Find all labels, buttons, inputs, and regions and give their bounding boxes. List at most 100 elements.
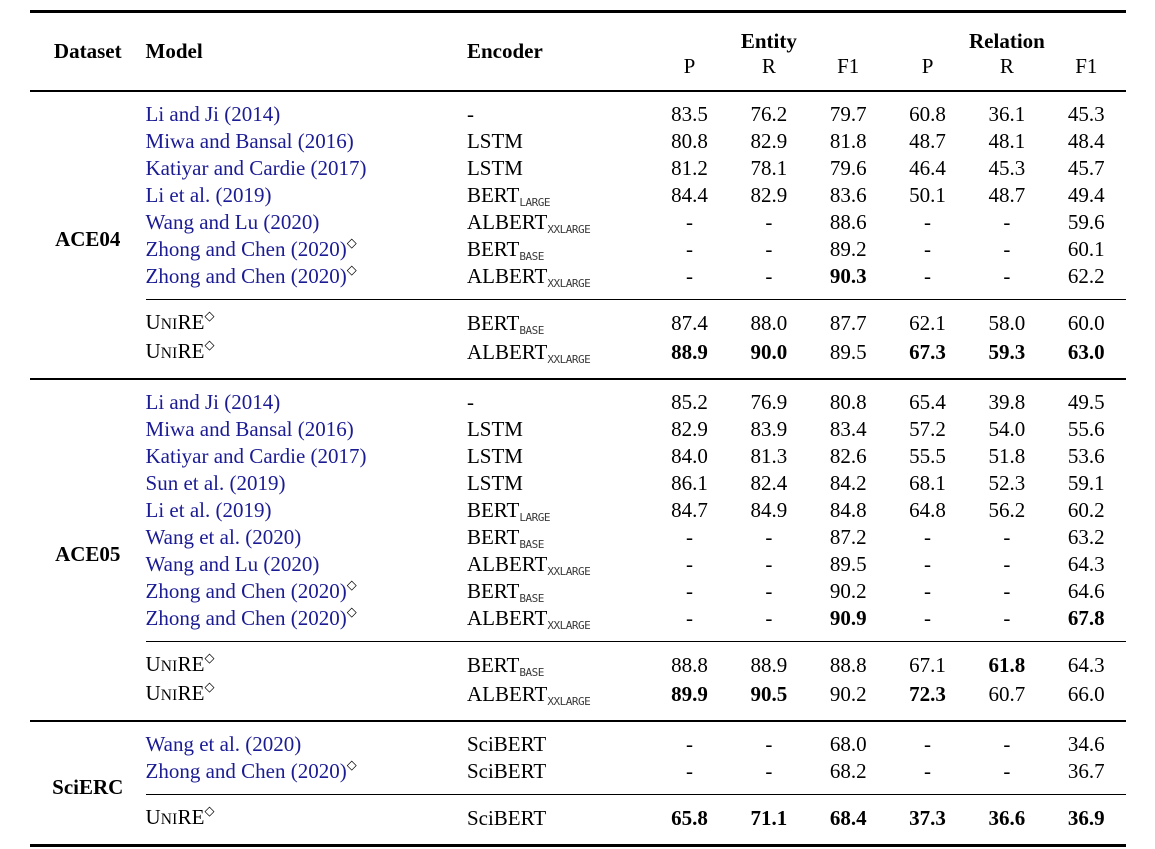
model-citation-link[interactable]: Katiyar and Cardie (2017) xyxy=(145,156,367,180)
metric-value: 60.0 xyxy=(1046,299,1126,338)
metric-value: 81.8 xyxy=(829,129,867,153)
metric-value: 59.1 xyxy=(1067,471,1105,495)
metric-value: - xyxy=(685,525,693,549)
metric-value: 61.8 xyxy=(967,641,1047,680)
dataset-label: SciERC xyxy=(52,775,124,799)
metric-value: 90.5 xyxy=(750,682,788,706)
column-header-relation-f1: F1 xyxy=(1075,54,1098,78)
model-name-part: NI xyxy=(160,811,178,828)
diamond-marker-icon: ◇ xyxy=(346,604,357,619)
metric-value: 84.9 xyxy=(750,498,788,522)
encoder-cell: BERTLARGE xyxy=(467,497,650,524)
metric-value: - xyxy=(1003,264,1011,288)
metric-value: - xyxy=(1003,552,1011,576)
model-citation-link[interactable]: Katiyar and Cardie (2017) xyxy=(145,444,367,468)
encoder-cell: SciBERT xyxy=(466,794,650,846)
encoder-name: BERT xyxy=(466,237,520,261)
metric-value: 65.8 xyxy=(649,794,730,846)
metric-value: - xyxy=(765,732,773,756)
metric-value: 68.2 xyxy=(829,759,867,783)
model-cell: UNIRE◇ xyxy=(146,338,467,379)
metric-value: 53.6 xyxy=(1067,444,1105,468)
encoder-size-subscript: XXLARGE xyxy=(547,223,591,236)
model-citation-link[interactable]: Li et al. (2019) xyxy=(145,183,272,207)
metric-value: 59.3 xyxy=(988,340,1026,364)
metric-value: 82.9 xyxy=(671,417,708,441)
table-row: Wang and Lu (2020) ALBERTXXLARGE - - 89.5 - - 6… xyxy=(30,551,1126,578)
metric-value: 68.0 xyxy=(829,732,867,756)
model-cell: Zhong and Chen (2020)◇ xyxy=(146,578,467,605)
diamond-marker-icon: ◇ xyxy=(346,757,357,772)
metric-value: 68.4 xyxy=(808,794,888,846)
metric-value: 90.3 xyxy=(829,264,867,288)
metric-value: - xyxy=(765,579,773,603)
metric-value: - xyxy=(924,606,932,630)
encoder-cell: LSTM xyxy=(467,443,650,470)
metric-value: 80.8 xyxy=(829,390,867,414)
metric-value: 48.4 xyxy=(1067,129,1105,153)
model-name-part: U xyxy=(145,339,161,363)
column-header-relation-r: R xyxy=(999,54,1014,78)
dataset-label: ACE04 xyxy=(55,227,121,251)
table-row: Zhong and Chen (2020)◇ BERTBASE - -90.2- -64… xyxy=(30,578,1126,605)
model-citation-link[interactable]: Wang and Lu (2020) xyxy=(145,552,320,576)
diamond-marker-icon: ◇ xyxy=(346,262,357,277)
model-citation-link[interactable]: Zhong and Chen (2020) xyxy=(145,264,347,288)
model-citation-link[interactable]: Wang et al. (2020) xyxy=(145,732,302,756)
header-row-metrics: P R F1 P R F1 xyxy=(30,54,1126,91)
metric-value: 68.1 xyxy=(909,471,946,495)
column-header-relation-p: P xyxy=(921,54,934,78)
metric-value: 67.1 xyxy=(887,641,968,680)
table-row: SciERC Wang et al. (2020) SciBERT - - 68.0 - - 3… xyxy=(30,721,1126,799)
encoder-name: SciBERT xyxy=(466,759,547,783)
metric-value: 54.0 xyxy=(988,417,1026,441)
metric-value: 84.2 xyxy=(829,471,867,495)
encoder-name: ALBERT xyxy=(466,340,548,364)
model-citation-link[interactable]: Sun et al. (2019) xyxy=(145,471,286,495)
model-citation-link[interactable]: Zhong and Chen (2020) xyxy=(145,759,347,783)
model-citation-link[interactable]: Wang and Lu (2020) xyxy=(145,210,320,234)
model-citation-link[interactable]: Li and Ji (2014) xyxy=(145,102,281,126)
column-header-entity-f1: F1 xyxy=(837,54,860,78)
metric-value: 60.7 xyxy=(988,682,1026,706)
model-name-part: NI xyxy=(160,687,178,704)
model-citation-link[interactable]: Li et al. (2019) xyxy=(145,498,272,522)
model-name-part: U xyxy=(145,652,161,676)
metric-value: 58.0 xyxy=(967,299,1047,338)
model-citation-link[interactable]: Zhong and Chen (2020) xyxy=(145,237,347,261)
metric-value: 63.0 xyxy=(1067,340,1105,364)
model-citation-link[interactable]: Miwa and Bansal (2016) xyxy=(145,129,354,153)
metric-value: - xyxy=(924,237,932,261)
metric-value: 90.0 xyxy=(750,340,788,364)
table-row: Sun et al. (2019) LSTM 86.1 82.4 84.2 68.1 52.… xyxy=(30,470,1126,497)
metric-value: - xyxy=(924,579,932,603)
dataset-label: ACE05 xyxy=(55,542,121,566)
metric-value: 48.7 xyxy=(909,129,946,153)
model-cell: Zhong and Chen (2020)◇ xyxy=(146,236,467,263)
dataset-section: SciERC Wang et al. (2020) SciBERT - - 68.0 - - 3… xyxy=(30,721,1126,846)
table-row: Katiyar and Cardie (2017) LSTM 81.2 78.1 79.… xyxy=(30,155,1126,182)
model-citation-link[interactable]: Miwa and Bansal (2016) xyxy=(145,417,354,441)
metric-value: 81.2 xyxy=(671,156,708,180)
metric-value: 45.7 xyxy=(1067,156,1105,180)
diamond-marker-icon: ◇ xyxy=(346,577,357,592)
model-citation-link[interactable]: Wang et al. (2020) xyxy=(145,525,302,549)
metric-value: 84.7 xyxy=(671,498,708,522)
metric-value: 80.8 xyxy=(671,129,708,153)
column-header-encoder: Encoder xyxy=(466,39,543,63)
diamond-marker-icon: ◇ xyxy=(204,803,215,818)
encoder-cell: - xyxy=(467,379,650,416)
table-row: UNIRE◇ ALBERTXXLARGE 89.9 90.5 90.2 72.3 60.7 6… xyxy=(30,680,1126,721)
encoder-cell: SciBERT xyxy=(467,721,650,758)
model-citation-link[interactable]: Zhong and Chen (2020) xyxy=(145,579,347,603)
metric-value: 71.1 xyxy=(729,794,809,846)
model-cell: Miwa and Bansal (2016) xyxy=(146,128,467,155)
model-citation-link[interactable]: Li and Ji (2014) xyxy=(145,390,281,414)
metric-value: - xyxy=(765,759,773,783)
encoder-cell: LSTM xyxy=(467,155,650,182)
metric-value: - xyxy=(924,210,932,234)
metric-value: - xyxy=(924,264,932,288)
metric-value: 48.1 xyxy=(988,129,1026,153)
model-citation-link[interactable]: Zhong and Chen (2020) xyxy=(145,606,347,630)
